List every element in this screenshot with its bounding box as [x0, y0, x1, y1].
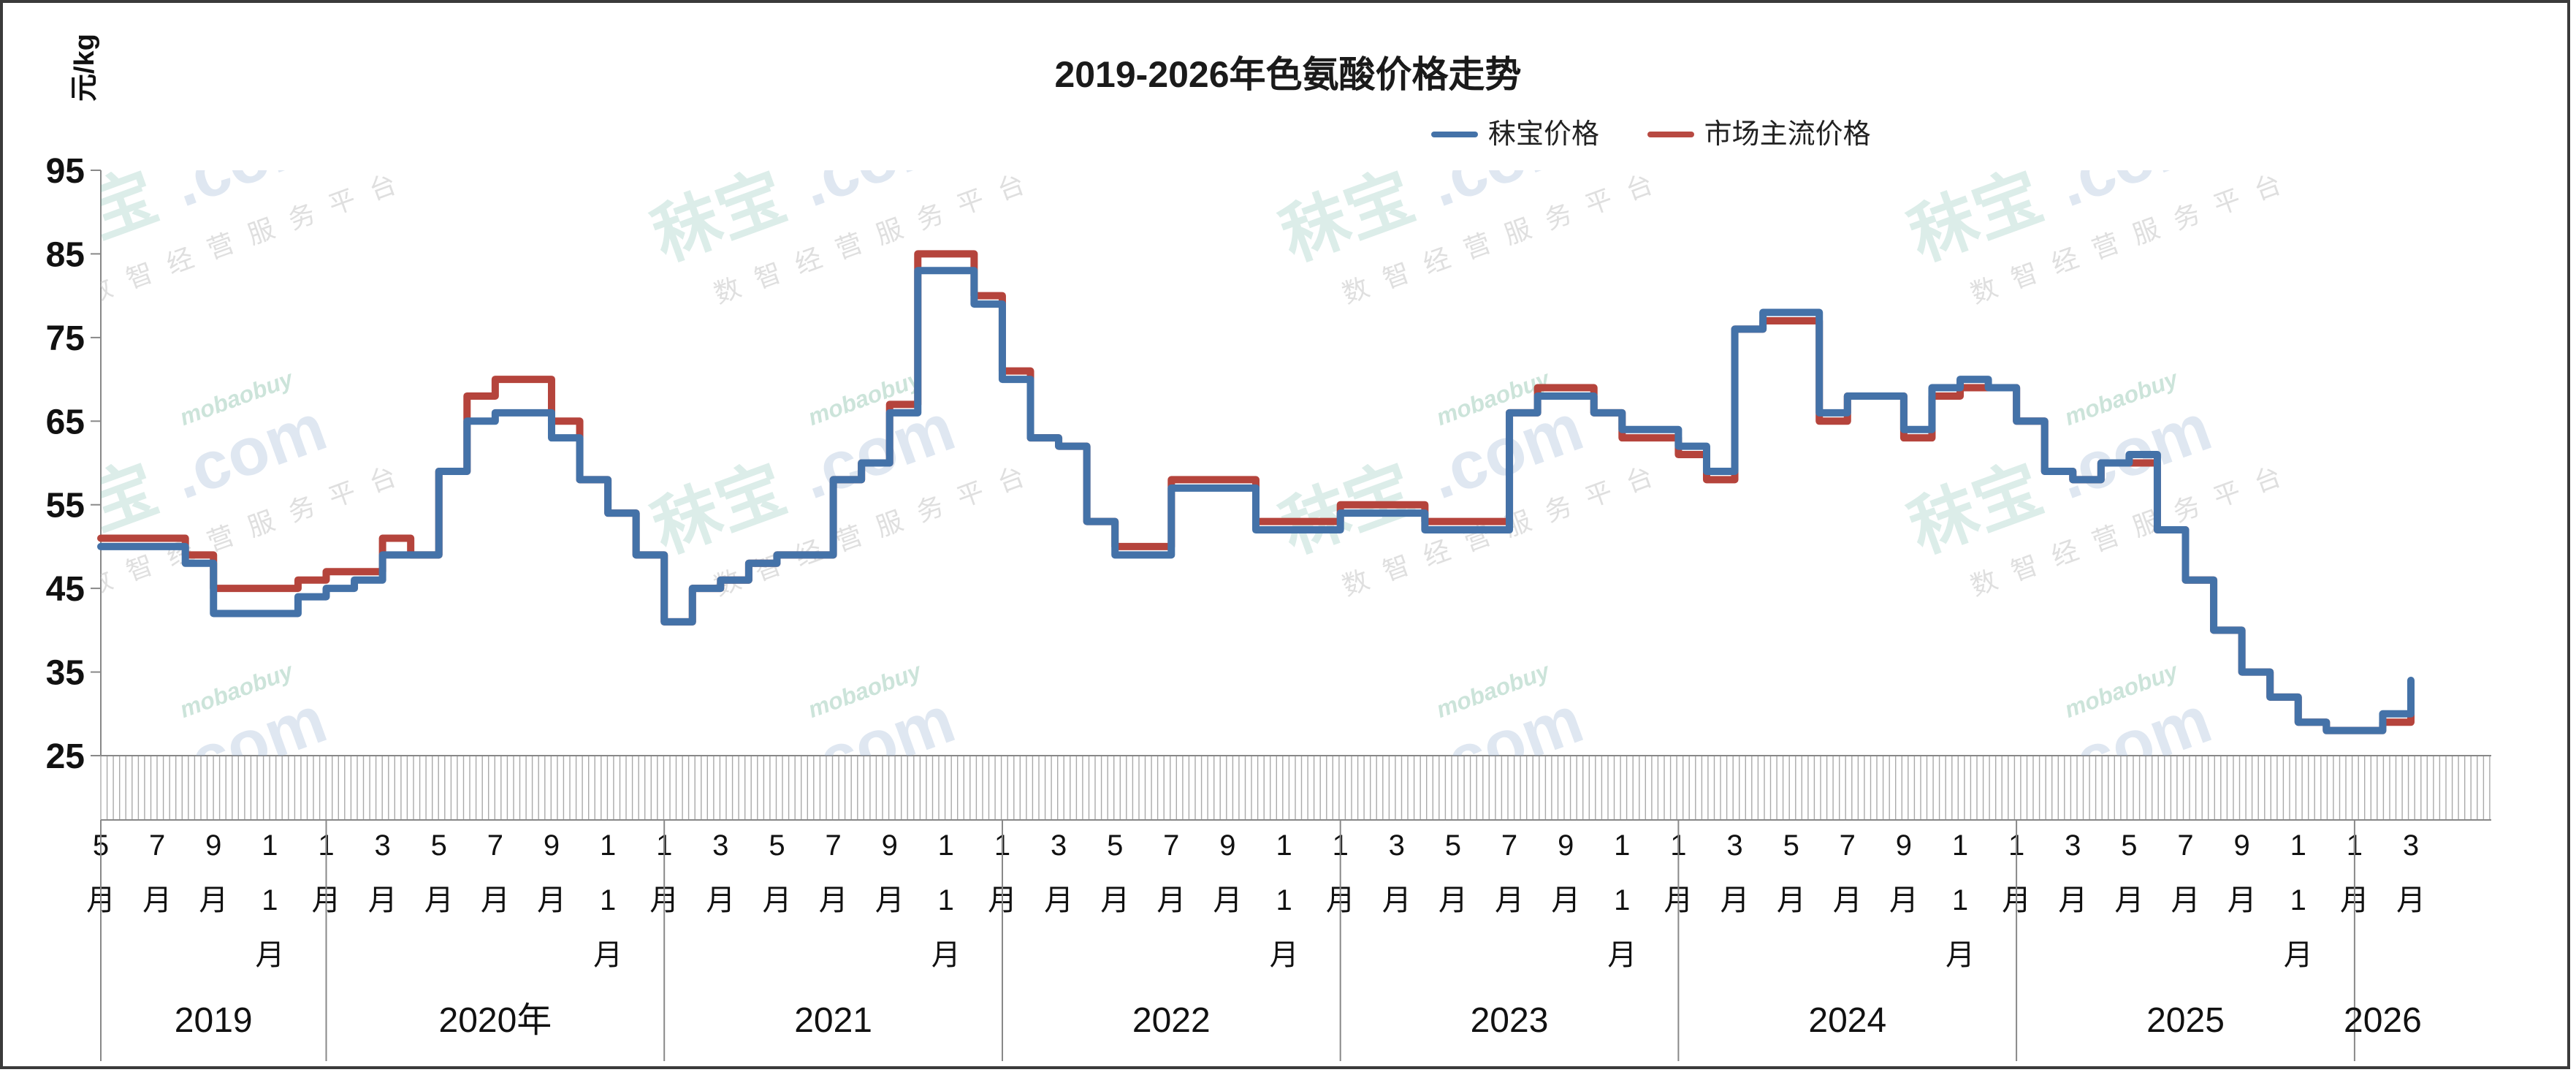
svg-text:月: 月 [1833, 884, 1862, 916]
svg-text:月: 月 [1946, 939, 1975, 971]
svg-text:月: 月 [2171, 884, 2200, 916]
svg-text:月: 月 [1100, 884, 1129, 916]
svg-text:月: 月 [706, 884, 735, 916]
svg-text:7: 7 [1840, 829, 1856, 862]
svg-text:2024: 2024 [1808, 1001, 1886, 1040]
svg-text:55: 55 [46, 487, 85, 525]
svg-text:月: 月 [1551, 884, 1580, 916]
svg-text:3: 3 [1726, 829, 1742, 862]
svg-text:月: 月 [1438, 884, 1468, 916]
svg-text:9: 9 [1219, 829, 1235, 862]
svg-text:3: 3 [374, 829, 390, 862]
svg-text:1: 1 [1276, 829, 1292, 862]
svg-text:5: 5 [431, 829, 447, 862]
svg-text:5: 5 [1445, 829, 1461, 862]
svg-text:1: 1 [2290, 884, 2306, 916]
svg-text:7: 7 [149, 829, 165, 862]
svg-text:3: 3 [2403, 829, 2419, 862]
svg-text:3: 3 [712, 829, 728, 862]
svg-text:25: 25 [46, 737, 85, 776]
svg-text:2019: 2019 [175, 1001, 253, 1040]
svg-text:5: 5 [2121, 829, 2137, 862]
svg-text:9: 9 [882, 829, 898, 862]
svg-text:月: 月 [1495, 884, 1524, 916]
svg-text:月: 月 [1607, 939, 1636, 971]
svg-text:月: 月 [199, 884, 228, 916]
svg-text:1: 1 [262, 884, 278, 916]
svg-text:9: 9 [544, 829, 560, 862]
svg-text:1: 1 [600, 829, 616, 862]
svg-text:65: 65 [46, 403, 85, 441]
svg-text:3: 3 [2065, 829, 2081, 862]
svg-text:7: 7 [487, 829, 503, 862]
svg-text:2021: 2021 [794, 1001, 872, 1040]
svg-text:月: 月 [368, 884, 397, 916]
svg-text:1: 1 [1614, 829, 1630, 862]
svg-text:月: 月 [1720, 884, 1750, 916]
svg-text:5: 5 [1783, 829, 1799, 862]
svg-text:3: 3 [1051, 829, 1067, 862]
svg-text:1: 1 [1276, 884, 1292, 916]
svg-text:月: 月 [2284, 939, 2313, 971]
svg-text:9: 9 [1558, 829, 1574, 862]
svg-text:9: 9 [205, 829, 221, 862]
svg-text:45: 45 [46, 570, 85, 609]
svg-text:月: 月 [1382, 884, 1411, 916]
svg-text:1: 1 [600, 884, 616, 916]
svg-text:2022: 2022 [1132, 1001, 1211, 1040]
svg-text:月: 月 [537, 884, 566, 916]
svg-text:月: 月 [142, 884, 172, 916]
svg-text:1: 1 [1614, 884, 1630, 916]
svg-text:75: 75 [46, 319, 85, 358]
svg-text:95: 95 [46, 152, 85, 191]
svg-text:月: 月 [819, 884, 848, 916]
svg-text:月: 月 [2228, 884, 2257, 916]
svg-text:月: 月 [1213, 884, 1242, 916]
svg-text:2026: 2026 [2344, 1001, 2422, 1040]
svg-text:5: 5 [769, 829, 785, 862]
svg-text:月: 月 [875, 884, 904, 916]
svg-text:7: 7 [1163, 829, 1179, 862]
svg-text:1: 1 [1952, 884, 1968, 916]
svg-text:月: 月 [255, 939, 284, 971]
svg-text:7: 7 [2177, 829, 2193, 862]
svg-text:1: 1 [938, 829, 954, 862]
svg-text:1: 1 [262, 829, 278, 862]
svg-text:9: 9 [1896, 829, 1912, 862]
svg-text:月: 月 [424, 884, 454, 916]
svg-text:月: 月 [593, 939, 622, 971]
svg-text:5: 5 [1107, 829, 1123, 862]
svg-text:月: 月 [1156, 884, 1186, 916]
svg-text:85: 85 [46, 235, 85, 274]
svg-text:月: 月 [1270, 939, 1299, 971]
svg-text:1: 1 [938, 884, 954, 916]
svg-text:月: 月 [1777, 884, 1806, 916]
svg-text:2020年: 2020年 [439, 1001, 552, 1040]
svg-text:月: 月 [1889, 884, 1918, 916]
svg-text:35: 35 [46, 654, 85, 693]
svg-text:2023: 2023 [1471, 1001, 1549, 1040]
svg-text:月: 月 [481, 884, 510, 916]
svg-text:月: 月 [1044, 884, 1073, 916]
svg-text:月: 月 [2396, 884, 2426, 916]
svg-text:1: 1 [1952, 829, 1968, 862]
svg-text:7: 7 [825, 829, 841, 862]
svg-text:7: 7 [1501, 829, 1517, 862]
svg-text:月: 月 [2058, 884, 2087, 916]
svg-text:3: 3 [1389, 829, 1405, 862]
svg-text:9: 9 [2233, 829, 2249, 862]
svg-text:月: 月 [2114, 884, 2144, 916]
svg-text:月: 月 [931, 939, 961, 971]
svg-text:月: 月 [763, 884, 792, 916]
svg-text:2025: 2025 [2146, 1001, 2225, 1040]
svg-text:1: 1 [2290, 829, 2306, 862]
